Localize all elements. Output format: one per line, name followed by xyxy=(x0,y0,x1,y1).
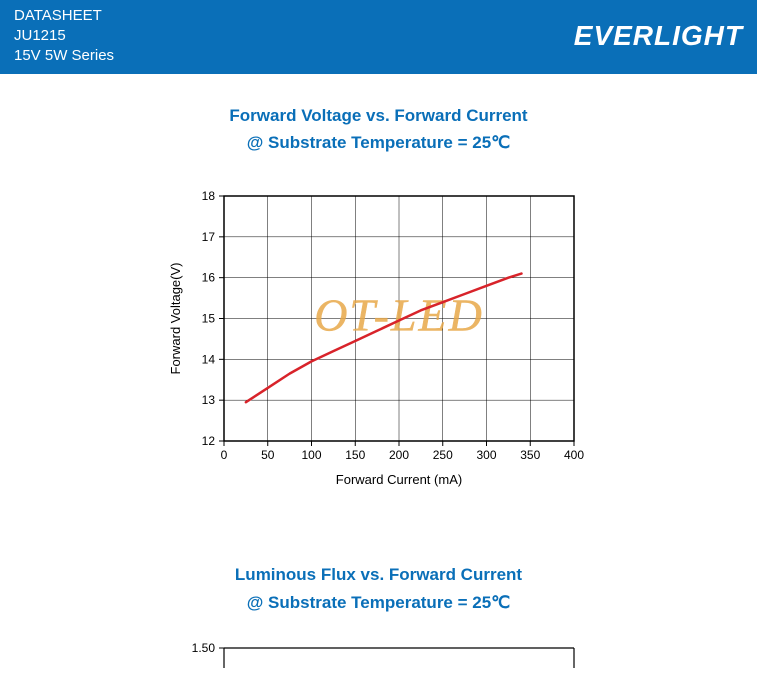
chart1-ytick: 15 xyxy=(201,312,215,326)
chart1-ytick: 13 xyxy=(201,394,215,408)
chart2-ytick: 1.50 xyxy=(191,641,215,655)
header-line-part: JU1215 xyxy=(14,26,114,46)
chart1-ytick: 14 xyxy=(201,353,215,367)
chart1-xtick: 0 xyxy=(220,448,227,462)
chart1-xtick: 400 xyxy=(563,448,583,462)
chart1-ytick: 16 xyxy=(201,271,215,285)
page-body: Forward Voltage vs. Forward Current @ Su… xyxy=(0,74,757,673)
chart1-title: Forward Voltage vs. Forward Current xyxy=(0,102,757,129)
header-line-series: 15V 5W Series xyxy=(14,46,114,66)
chart1-xtick: 250 xyxy=(432,448,452,462)
chart1-xlabel: Forward Current (mA) xyxy=(335,472,461,487)
datasheet-header: DATASHEET JU1215 15V 5W Series EVERLIGHT xyxy=(0,0,757,74)
chart2-title: Luminous Flux vs. Forward Current xyxy=(0,561,757,588)
chart1-subtitle: @ Substrate Temperature = 25℃ xyxy=(0,129,757,156)
chart1-xtick: 200 xyxy=(388,448,408,462)
chart1-container: 05010015020025030035040012131415161718OT… xyxy=(164,186,594,496)
chart1-ytick: 12 xyxy=(201,434,215,448)
chart1-xtick: 300 xyxy=(476,448,496,462)
chart1-ytick: 18 xyxy=(201,189,215,203)
chart2-svg: 1.50 xyxy=(164,638,594,668)
chart2-title-block: Luminous Flux vs. Forward Current @ Subs… xyxy=(0,561,757,615)
header-left-block: DATASHEET JU1215 15V 5W Series xyxy=(14,6,114,67)
chart1-ylabel: Forward Voltage(V) xyxy=(168,263,183,375)
chart1-title-block: Forward Voltage vs. Forward Current @ Su… xyxy=(0,102,757,156)
chart1-xtick: 350 xyxy=(520,448,540,462)
chart1-svg: 05010015020025030035040012131415161718OT… xyxy=(164,186,594,496)
chart2-container: 1.50 xyxy=(164,638,594,668)
chart1-xtick: 150 xyxy=(345,448,365,462)
chart1-xtick: 100 xyxy=(301,448,321,462)
chart1-ytick: 17 xyxy=(201,230,215,244)
brand-logo: EVERLIGHT xyxy=(574,20,743,52)
chart1-xtick: 50 xyxy=(261,448,275,462)
header-line-datasheet: DATASHEET xyxy=(14,6,114,26)
chart2-subtitle: @ Substrate Temperature = 25℃ xyxy=(0,589,757,616)
